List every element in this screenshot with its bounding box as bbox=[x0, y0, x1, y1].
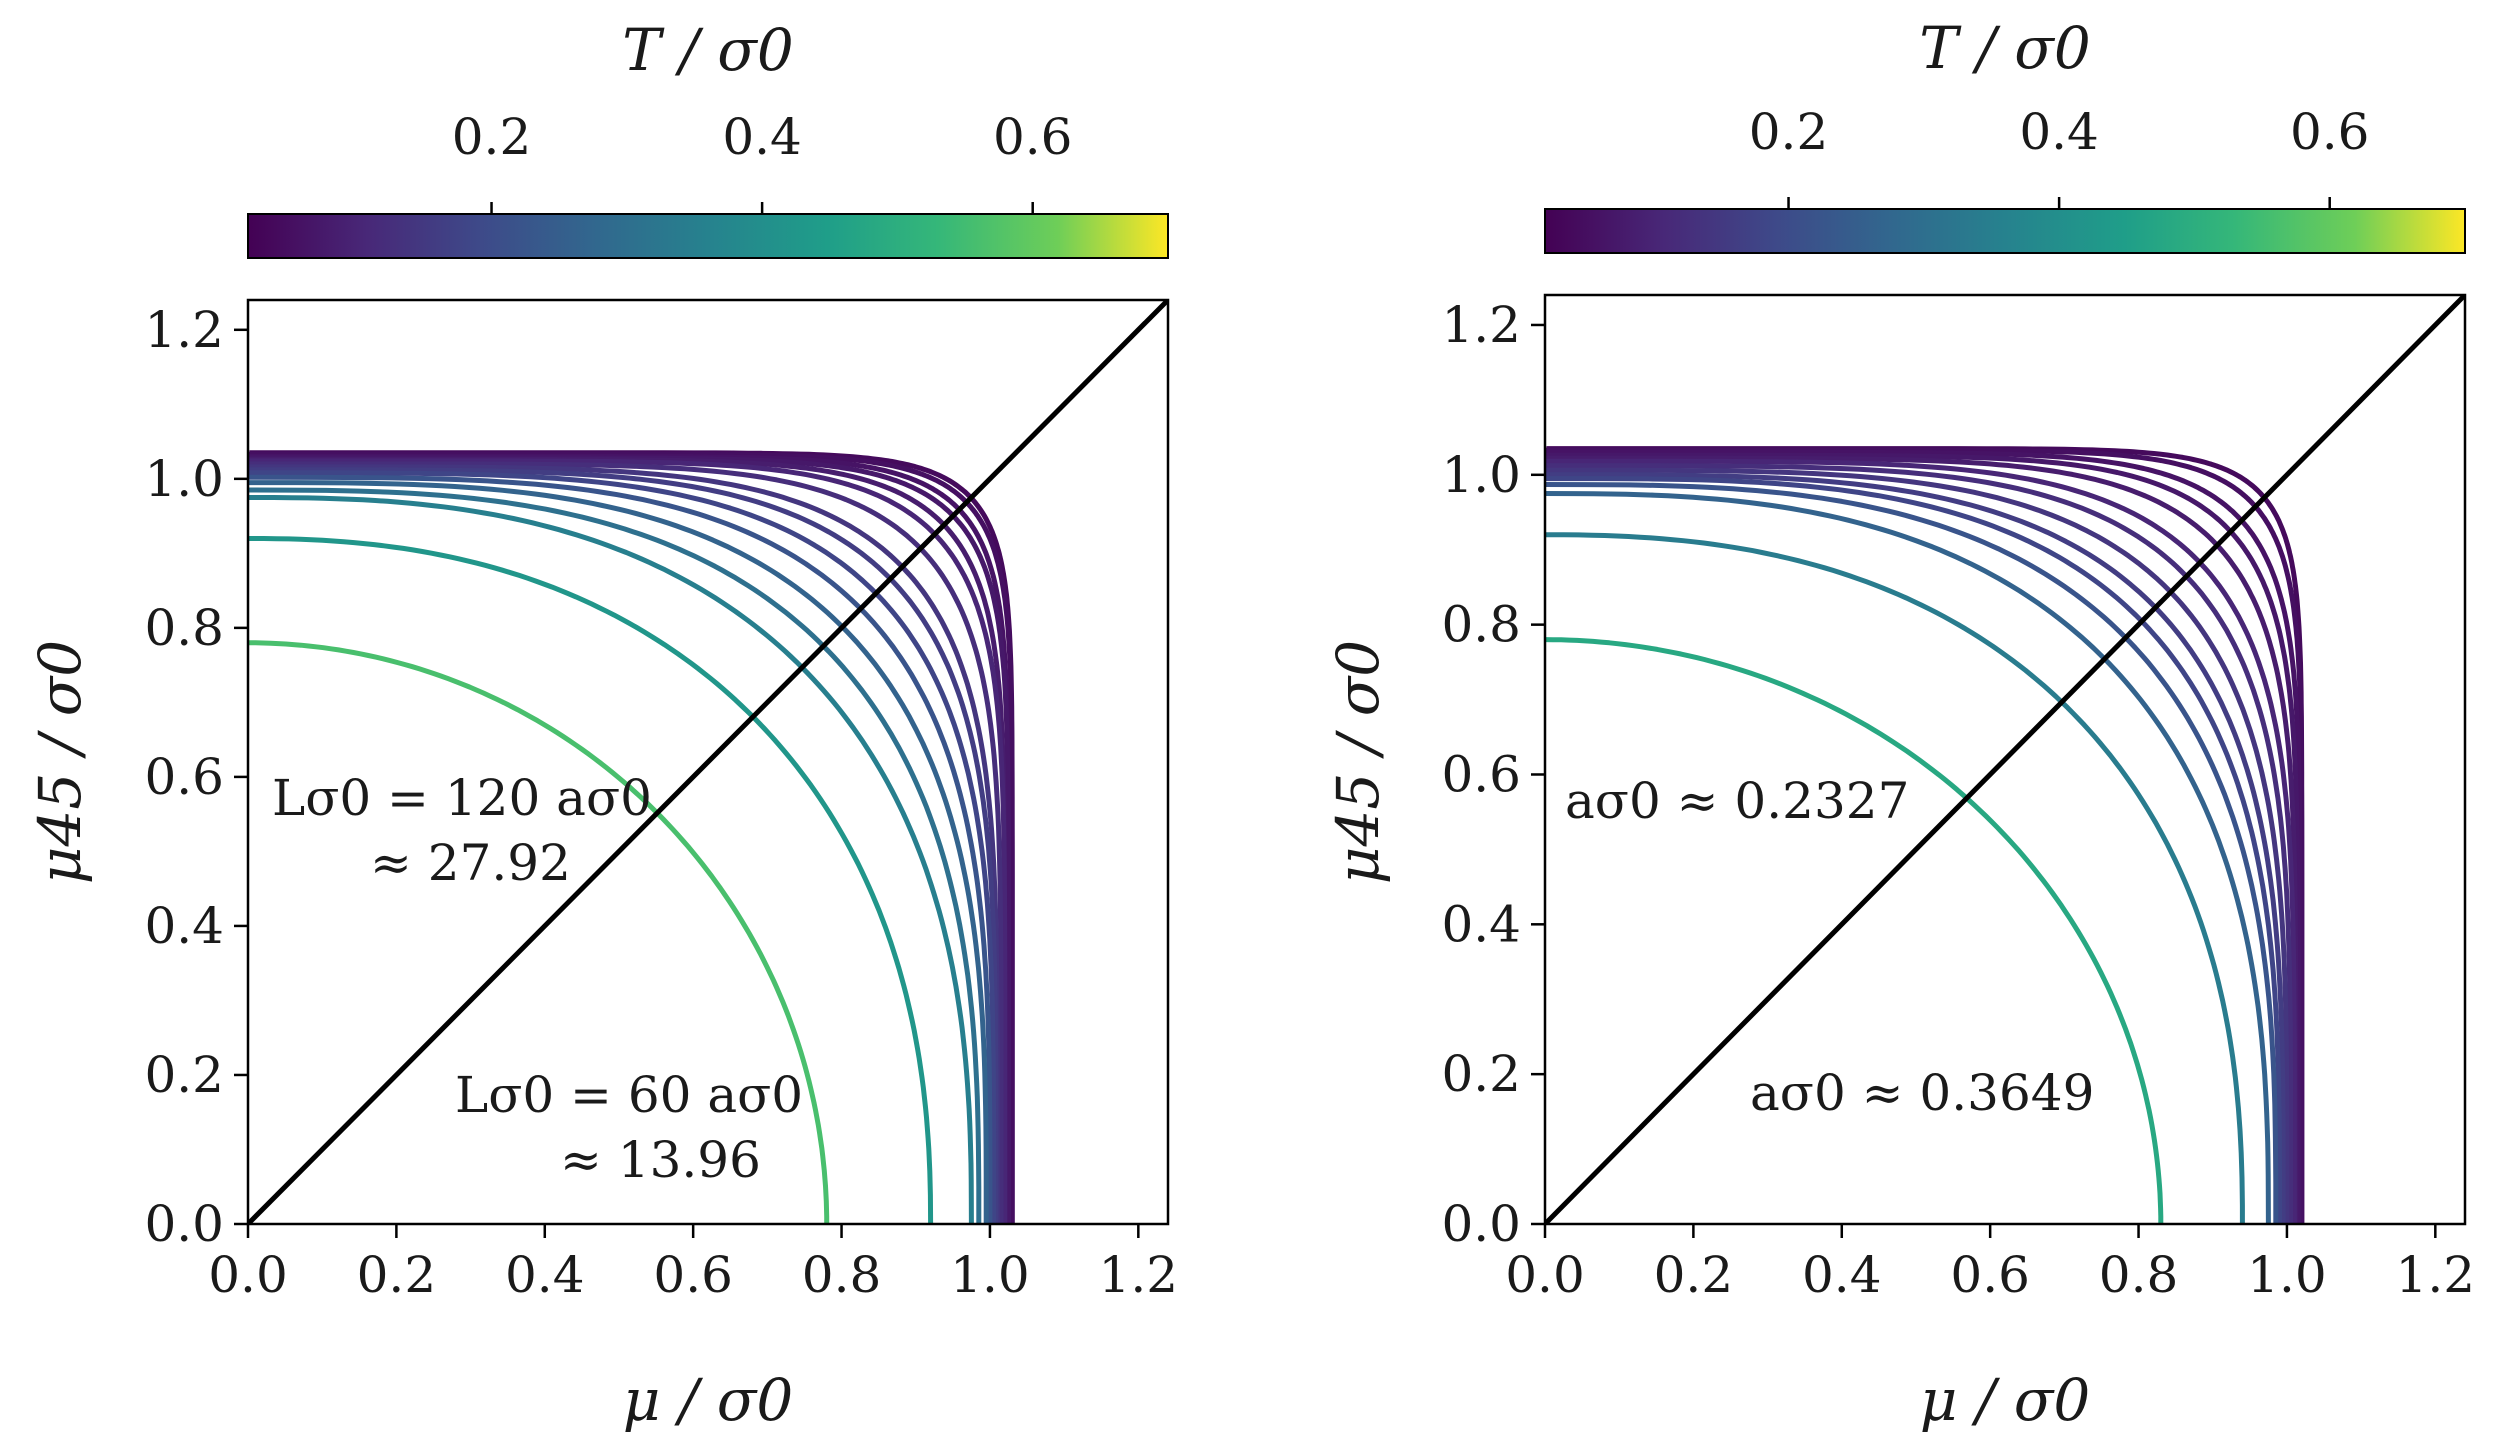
left-colorbar-tick-label-1: 0.4 bbox=[722, 108, 802, 166]
right-y-tick-label-1: 0.2 bbox=[1441, 1045, 1521, 1103]
right-curve-7 bbox=[1545, 467, 2290, 1224]
right-x-ticks: 0.0 0.2 0.4 0.6 0.8 1.0 1.2 bbox=[1505, 1224, 2475, 1304]
right-y-tick-label-6: 1.2 bbox=[1441, 296, 1521, 354]
right-x-tick-label-4: 0.8 bbox=[2099, 1246, 2179, 1304]
left-x-tick-label-5: 1.0 bbox=[950, 1246, 1030, 1304]
left-annotation-lower-line1: Lσ0 = 60 aσ0 bbox=[455, 1066, 803, 1124]
right-x-axis-label: μ / σ0 bbox=[1920, 1366, 2091, 1434]
right-colorbar-tick-label-0: 0.2 bbox=[1749, 103, 1829, 161]
right-y-tick-label-0: 0.0 bbox=[1441, 1195, 1521, 1253]
right-curve-5 bbox=[1545, 458, 2297, 1225]
right-annotation-upper: aσ0 ≈ 0.2327 bbox=[1565, 772, 1909, 830]
left-curve-7 bbox=[248, 464, 1000, 1225]
right-colorbar-tick-label-1: 0.4 bbox=[2019, 103, 2099, 161]
left-x-tick-label-2: 0.4 bbox=[505, 1246, 585, 1304]
right-colorbar-ticks: 0.2 0.4 0.6 bbox=[1749, 103, 2370, 209]
left-y-tick-label-5: 1.0 bbox=[144, 450, 224, 508]
right-x-tick-label-5: 1.0 bbox=[2247, 1246, 2327, 1304]
right-colorbar-label: T / σ0 bbox=[1919, 14, 2091, 82]
left-colorbar-tick-label-2: 0.6 bbox=[993, 108, 1073, 166]
left-annotation-lower-line2: ≈ 13.96 bbox=[560, 1131, 761, 1189]
right-y-tick-label-5: 1.0 bbox=[1441, 446, 1521, 504]
right-colorbar-bar bbox=[1544, 208, 2466, 254]
right-curve-4 bbox=[1545, 455, 2299, 1224]
right-y-tick-label-4: 0.8 bbox=[1441, 596, 1521, 654]
right-panel: 0.2 0.4 0.6 T / σ0 0.0 0.2 0.4 0.6 0.8 1.0 1.2 0… bbox=[1324, 14, 2475, 1434]
right-curve-12 bbox=[1545, 532, 2245, 1224]
right-y-tick-label-3: 0.6 bbox=[1441, 745, 1521, 803]
right-x-tick-label-1: 0.2 bbox=[1654, 1246, 1734, 1304]
left-x-axis-label: μ / σ0 bbox=[623, 1366, 794, 1434]
left-colorbar-label: T / σ0 bbox=[622, 16, 794, 84]
left-y-ticks: 0.0 0.2 0.4 0.6 0.8 1.0 1.2 bbox=[144, 301, 248, 1253]
left-x-tick-label-4: 0.8 bbox=[802, 1246, 882, 1304]
left-colorbar-ticks: 0.2 0.4 0.6 bbox=[452, 108, 1073, 214]
left-diagonal-line bbox=[248, 300, 1168, 1225]
right-x-tick-label-2: 0.4 bbox=[1802, 1246, 1882, 1304]
left-plot-frame bbox=[246, 298, 1170, 1226]
right-x-tick-label-6: 1.2 bbox=[2396, 1246, 2476, 1304]
right-plot-frame bbox=[1543, 293, 2467, 1226]
right-y-axis-label: μ45 / σ0 bbox=[1324, 640, 1392, 884]
left-colorbar: 0.2 0.4 0.6 T / σ0 bbox=[247, 16, 1169, 259]
left-curve-4 bbox=[248, 457, 1008, 1224]
right-y-tick-label-2: 0.4 bbox=[1441, 895, 1521, 953]
right-diagonal-line bbox=[1545, 295, 2465, 1225]
left-colorbar-tick-label-0: 0.2 bbox=[452, 108, 532, 166]
right-curve-3 bbox=[1545, 452, 2301, 1225]
left-x-tick-label-6: 1.2 bbox=[1099, 1246, 1179, 1304]
right-x-tick-label-0: 0.0 bbox=[1505, 1246, 1585, 1304]
left-panel: 0.2 0.4 0.6 T / σ0 0.0 0.2 0.4 0.6 0.8 1.0 1.2 0… bbox=[26, 16, 1178, 1434]
right-curve-6 bbox=[1545, 463, 2294, 1224]
right-y-ticks: 0.0 0.2 0.4 0.6 0.8 1.0 1.2 bbox=[1441, 296, 1545, 1253]
left-x-ticks: 0.0 0.2 0.4 0.6 0.8 1.0 1.2 bbox=[208, 1224, 1178, 1304]
left-x-tick-label-0: 0.0 bbox=[208, 1246, 288, 1304]
left-y-tick-label-1: 0.2 bbox=[144, 1046, 224, 1104]
left-y-tick-label-2: 0.4 bbox=[144, 897, 224, 955]
left-y-tick-label-6: 1.2 bbox=[144, 301, 224, 359]
right-colorbar: 0.2 0.4 0.6 T / σ0 bbox=[1544, 14, 2466, 254]
left-annotation-upper-line1: Lσ0 = 120 aσ0 bbox=[272, 769, 652, 827]
left-annotation-upper-line2: ≈ 27.92 bbox=[370, 834, 571, 892]
right-annotation-lower: aσ0 ≈ 0.3649 bbox=[1750, 1064, 2094, 1122]
right-curve-1 bbox=[1545, 447, 2305, 1224]
right-curve-13 bbox=[1545, 637, 2164, 1224]
left-y-tick-label-3: 0.6 bbox=[144, 748, 224, 806]
left-y-tick-label-0: 0.0 bbox=[144, 1195, 224, 1253]
left-colorbar-bar bbox=[247, 213, 1169, 259]
right-colorbar-tick-label-2: 0.6 bbox=[2290, 103, 2370, 161]
left-y-tick-label-4: 0.8 bbox=[144, 599, 224, 657]
left-y-axis-label: μ45 / σ0 bbox=[26, 640, 94, 884]
left-x-tick-label-1: 0.2 bbox=[357, 1246, 437, 1304]
right-x-tick-label-3: 0.6 bbox=[1950, 1246, 2030, 1304]
right-curve-2 bbox=[1545, 449, 2303, 1224]
right-curve-0 bbox=[1546, 446, 2305, 1224]
left-x-tick-label-3: 0.6 bbox=[653, 1246, 733, 1304]
